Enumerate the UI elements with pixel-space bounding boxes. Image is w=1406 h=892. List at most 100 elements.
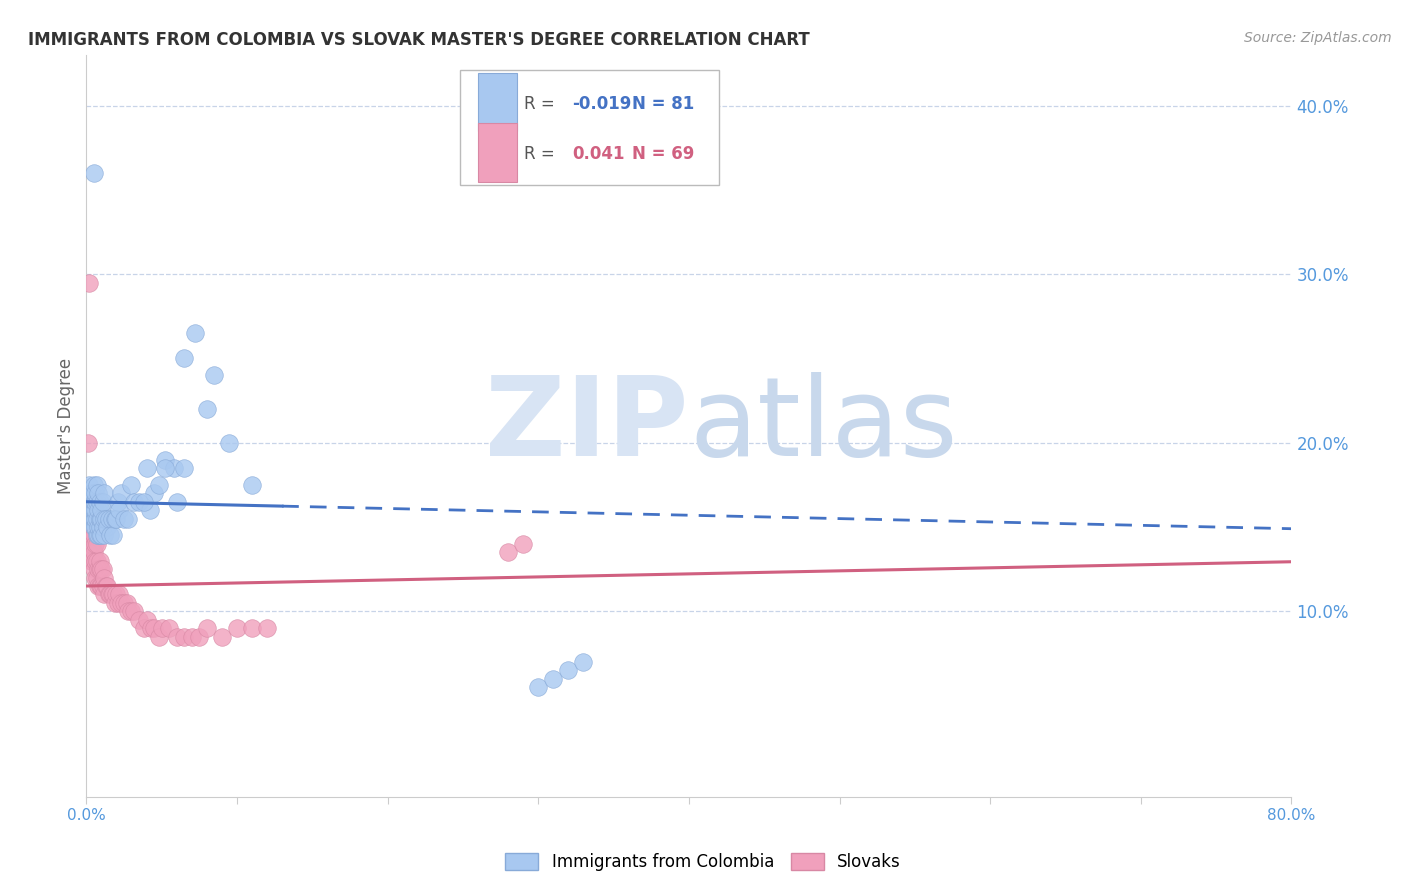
Point [76,435,98,450]
Point [100,587,122,601]
Text: N = 81: N = 81 [633,95,695,112]
Point [166,630,188,644]
Legend: Immigrants from Colombia, Slovaks: Immigrants from Colombia, Slovaks [496,845,910,880]
Point [90,503,112,517]
Point [101,511,124,525]
Point [86,528,108,542]
Text: N = 69: N = 69 [633,145,695,163]
Point [163,461,186,475]
Point [153,452,176,467]
Point [90,562,112,576]
Point [112,511,135,525]
Point [82,486,104,500]
Point [82,537,104,551]
Point [83,503,105,517]
Point [86,537,108,551]
FancyBboxPatch shape [478,123,516,182]
Point [148,478,170,492]
Point [104,596,127,610]
Point [117,604,139,618]
Point [195,402,218,417]
Point [100,528,122,542]
Point [143,621,166,635]
Point [89,520,111,534]
Point [90,511,112,525]
Point [543,672,565,686]
Point [124,494,146,508]
Point [79,478,101,492]
Y-axis label: Master's Degree: Master's Degree [58,358,75,494]
Point [89,554,111,568]
Point [117,511,139,525]
Point [84,571,107,585]
Point [79,545,101,559]
Point [101,587,124,601]
Point [121,478,143,492]
Point [132,621,155,635]
Point [218,435,240,450]
Point [115,596,138,610]
Point [107,596,129,610]
Point [76,520,98,534]
Point [82,503,104,517]
Point [86,511,108,525]
Point [91,562,114,576]
Point [128,494,150,508]
Point [90,579,112,593]
Point [124,604,146,618]
Point [108,587,131,601]
Point [83,545,105,559]
Point [240,621,263,635]
Point [173,630,195,644]
Point [82,511,104,525]
Point [76,545,98,559]
FancyBboxPatch shape [478,72,516,131]
Point [93,587,115,601]
Point [103,528,125,542]
Point [83,494,105,508]
Point [93,571,115,585]
Point [150,621,173,635]
Point [89,528,111,542]
Point [108,503,131,517]
Point [80,537,103,551]
Point [557,663,579,677]
Point [148,630,170,644]
Point [135,613,157,627]
Point [87,503,110,517]
Point [143,486,166,500]
Point [84,511,107,525]
Point [97,587,120,601]
Point [84,503,107,517]
Point [93,486,115,500]
Point [83,166,105,180]
Point [83,511,105,525]
Point [80,520,103,534]
Point [527,680,550,694]
Point [79,276,101,290]
Text: R =: R = [524,145,565,163]
Point [256,621,278,635]
Point [80,554,103,568]
Point [173,351,195,366]
Point [132,494,155,508]
Text: Source: ZipAtlas.com: Source: ZipAtlas.com [1244,31,1392,45]
Point [80,511,103,525]
Point [82,528,104,542]
Point [226,621,249,635]
Point [195,621,218,635]
Point [128,613,150,627]
Point [79,494,101,508]
Point [94,579,117,593]
Point [82,554,104,568]
Point [89,579,111,593]
Point [83,478,105,492]
Point [97,511,120,525]
Point [173,461,195,475]
Point [86,571,108,585]
Point [87,486,110,500]
Point [84,494,107,508]
FancyBboxPatch shape [460,70,718,185]
Point [91,520,114,534]
Text: ZIP: ZIP [485,372,689,479]
